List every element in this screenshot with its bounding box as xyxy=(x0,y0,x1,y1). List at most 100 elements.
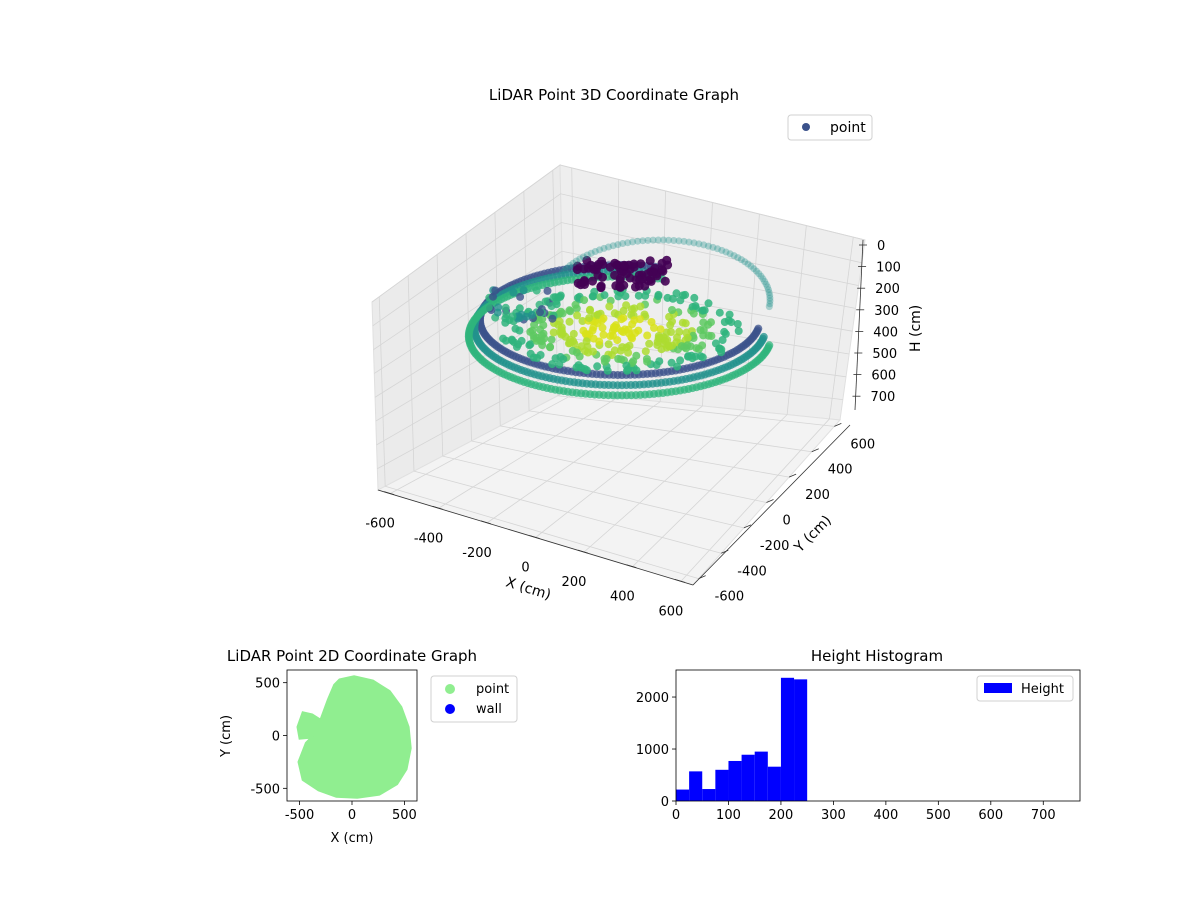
data-point xyxy=(543,286,552,295)
data-point xyxy=(586,305,594,314)
chart-3d: LiDAR Point 3D Coordinate Graph -600 -400… xyxy=(365,86,924,619)
z-tick-label: 500 xyxy=(872,347,897,362)
data-point xyxy=(585,314,594,323)
data-point xyxy=(722,248,730,256)
data-point xyxy=(759,275,767,283)
data-point xyxy=(766,294,774,302)
y-tick-label: -500 xyxy=(250,782,280,797)
data-point xyxy=(509,288,518,297)
grid-line-y-wall xyxy=(436,254,444,457)
data-point xyxy=(615,273,625,283)
y-tick-label: 200 xyxy=(805,488,830,503)
data-point xyxy=(549,328,558,337)
data-point xyxy=(609,242,617,250)
z-tick-label: 300 xyxy=(874,304,899,319)
data-point xyxy=(688,354,697,363)
y-tick xyxy=(743,524,752,529)
y-tick xyxy=(788,473,797,478)
x-tick-label: 600 xyxy=(978,808,1003,823)
data-point xyxy=(689,309,698,318)
grid-line-y xyxy=(557,395,835,427)
data-point xyxy=(653,338,662,346)
grid-line-x-wall xyxy=(659,190,666,402)
data-point xyxy=(694,345,703,353)
data-point xyxy=(512,342,521,351)
z-tick-label: 200 xyxy=(875,282,900,297)
histogram-bar xyxy=(676,789,690,801)
data-point xyxy=(556,307,565,316)
data-point xyxy=(660,276,670,286)
data-point xyxy=(700,306,709,315)
data-point xyxy=(714,245,721,253)
height-histogram: Height Histogram 0 100 200 300 400 500 600 7000… xyxy=(636,647,1081,823)
data-point xyxy=(665,236,673,244)
y-tick xyxy=(766,499,774,503)
data-point xyxy=(548,360,557,369)
data-point xyxy=(640,281,650,291)
chart-3d-title: LiDAR Point 3D Coordinate Graph xyxy=(489,86,739,104)
x-tick-label: 700 xyxy=(1031,808,1056,823)
data-point xyxy=(682,328,691,337)
data-point xyxy=(595,337,604,346)
data-point xyxy=(696,352,705,361)
data-point xyxy=(569,329,578,338)
data-point xyxy=(718,246,726,254)
data-point xyxy=(680,237,688,245)
histogram-bar xyxy=(715,769,729,801)
3d-point-cloud xyxy=(464,236,774,400)
data-point xyxy=(670,237,678,244)
data-point xyxy=(603,366,612,375)
x-axis-label-2d: X (cm) xyxy=(331,831,374,846)
data-point xyxy=(643,331,652,340)
chart-2d: LiDAR Point 2D Coordinate Graph -500 0 500… xyxy=(219,647,518,846)
z-axis-line xyxy=(854,239,864,411)
data-point xyxy=(489,292,497,301)
data-point xyxy=(762,280,770,288)
data-point xyxy=(484,303,493,312)
x-tick xyxy=(626,564,637,569)
data-point xyxy=(654,236,662,244)
data-point xyxy=(557,323,566,332)
grid-line-z xyxy=(377,365,843,470)
data-point xyxy=(656,325,665,334)
x-tick xyxy=(432,505,443,510)
data-point xyxy=(737,256,745,264)
y-tick-label: 0 xyxy=(272,730,280,745)
data-point xyxy=(711,339,720,348)
data-point xyxy=(733,320,742,328)
grid-line-z xyxy=(372,193,862,327)
data-point xyxy=(605,302,614,311)
x-tick-label: 500 xyxy=(926,808,951,823)
data-point xyxy=(600,291,609,300)
data-point xyxy=(594,259,604,269)
data-point xyxy=(764,286,772,294)
y-tick xyxy=(698,575,706,580)
grid-line-y xyxy=(442,455,744,529)
legend-2d: point wall xyxy=(430,675,518,723)
histogram-bar xyxy=(754,751,768,801)
data-point xyxy=(572,304,581,313)
data-point xyxy=(596,246,604,254)
data-point xyxy=(507,335,516,344)
data-point xyxy=(516,292,525,301)
data-point xyxy=(678,318,687,327)
data-point xyxy=(573,311,582,320)
data-point xyxy=(761,278,769,285)
data-point xyxy=(699,318,708,327)
data-point xyxy=(573,261,582,271)
data-point xyxy=(614,241,622,249)
x-tick-label: 200 xyxy=(562,575,587,590)
data-point xyxy=(690,293,699,302)
data-point xyxy=(685,238,693,246)
data-point xyxy=(645,256,655,266)
data-point xyxy=(569,259,577,267)
grid-line-y-wall xyxy=(378,296,386,487)
x-tick xyxy=(384,491,395,496)
data-point xyxy=(660,236,667,244)
data-point xyxy=(704,299,713,308)
data-point xyxy=(578,317,587,325)
z-axis-label-3d: H (cm) xyxy=(908,305,924,352)
y-tick xyxy=(834,422,842,427)
histogram-bar xyxy=(767,766,781,801)
grid-line-y xyxy=(385,485,699,580)
